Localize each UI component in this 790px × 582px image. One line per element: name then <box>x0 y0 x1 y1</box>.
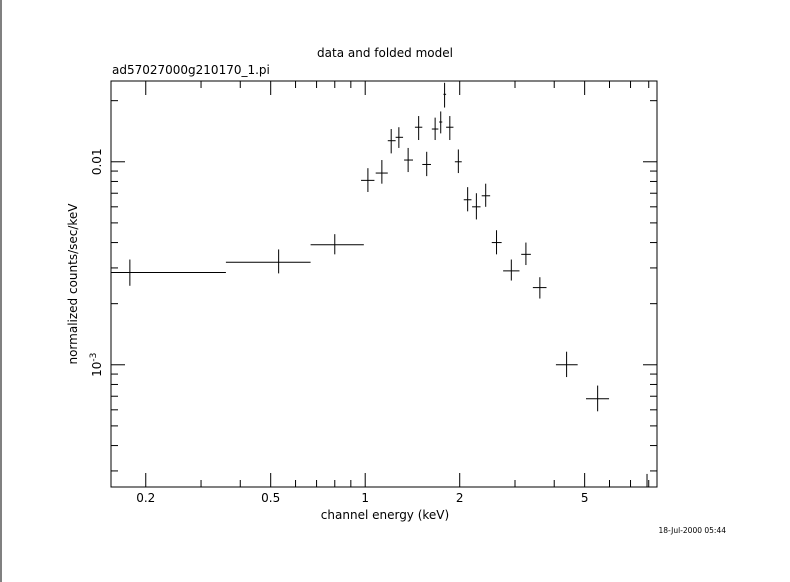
data-point <box>472 193 481 220</box>
data-point <box>613 473 657 488</box>
data-point <box>422 151 431 177</box>
data-point <box>375 160 388 184</box>
data-point <box>521 242 531 266</box>
data-point <box>555 351 578 378</box>
data-point <box>454 149 462 174</box>
plot-area <box>110 80 658 488</box>
data-point <box>443 82 447 108</box>
data-point <box>310 234 364 255</box>
timestamp-footer: 18-Jul-2000 05:44 <box>658 526 726 535</box>
y-tick-label: 10-3 <box>89 353 104 377</box>
chart-title: data and folded model <box>317 46 453 60</box>
data-point <box>586 385 610 412</box>
data-point <box>387 129 396 154</box>
data-point <box>481 183 491 207</box>
axis-tick-labels: 0.2 0.5 1 2 5 0.01 10-3 <box>89 148 588 505</box>
data-point <box>361 168 375 192</box>
data-point <box>439 111 443 134</box>
data-point <box>463 187 472 212</box>
data-point <box>111 259 226 286</box>
data-point <box>491 230 502 255</box>
data-points <box>111 82 657 488</box>
y-tick-label: 0.01 <box>90 148 104 175</box>
x-tick-label: 0.5 <box>261 491 280 505</box>
x-tick-label: 5 <box>581 491 589 505</box>
data-point <box>431 117 439 141</box>
y-tick-label-text: 0.01 <box>90 148 104 175</box>
data-point <box>404 147 414 173</box>
axis-ticks <box>111 81 657 487</box>
x-tick-label: 0.2 <box>136 491 155 505</box>
data-point <box>414 116 423 141</box>
y-axis-label: normalized counts/sec/keV <box>66 203 80 365</box>
data-point <box>395 127 404 148</box>
data-point <box>503 259 520 281</box>
x-tick-label: 2 <box>456 491 464 505</box>
data-point <box>225 249 311 274</box>
chart-subtitle: ad57027000g210170_1.pi <box>112 63 270 77</box>
x-tick-label: 1 <box>361 491 369 505</box>
data-point <box>446 116 454 141</box>
data-point <box>532 277 547 299</box>
y-tick-label-text: 10-3 <box>89 353 104 377</box>
x-axis-label: channel energy (keV) <box>321 508 449 522</box>
